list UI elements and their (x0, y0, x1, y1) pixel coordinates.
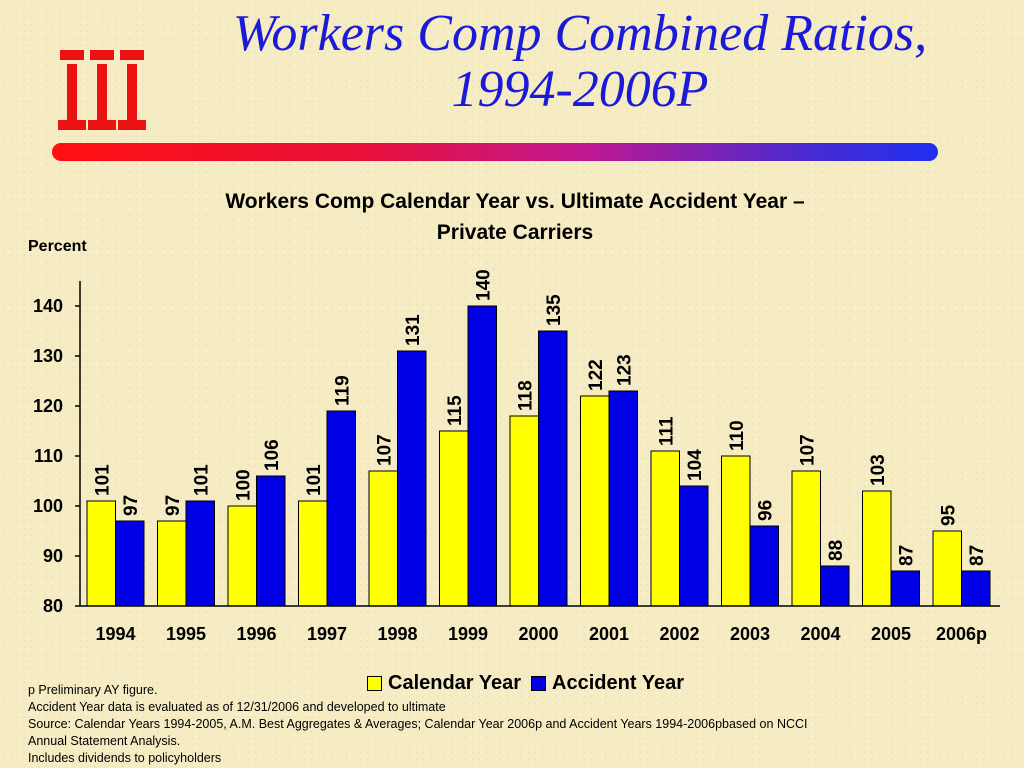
bar-calendar-year (509, 415, 539, 607)
bar-accident-year (608, 390, 638, 607)
data-label: 106 (262, 439, 283, 471)
data-label: 96 (755, 500, 776, 521)
x-tick-label: 1999 (448, 624, 488, 644)
bar-accident-year (749, 525, 779, 607)
bar-accident-year (890, 570, 920, 607)
data-label: 140 (473, 269, 494, 301)
legend-label-calendar: Calendar Year (388, 672, 522, 694)
slide-title-line2: 1994-2006P (451, 61, 709, 118)
data-label: 88 (826, 540, 847, 561)
data-label: 100 (233, 469, 254, 501)
y-tick-label: 90 (43, 546, 63, 566)
bar-calendar-year (439, 430, 469, 607)
data-label: 101 (191, 464, 212, 496)
footnotes: p Preliminary AY figure. Accident Year d… (28, 682, 808, 767)
bar-calendar-year (157, 520, 187, 607)
data-label: 115 (445, 395, 466, 426)
y-tick-label: 140 (33, 296, 63, 316)
chart-title: Workers Comp Calendar Year vs. Ultimate … (140, 186, 890, 248)
data-label: 101 (304, 464, 325, 496)
bar-accident-year (256, 475, 286, 607)
footnote: Includes dividends to policyholders (28, 751, 222, 765)
x-tick-label: 1997 (307, 624, 347, 644)
data-label: 118 (515, 380, 536, 411)
slide-title: Workers Comp Combined Ratios, 1994-2006P (150, 6, 1010, 118)
data-label: 119 (332, 375, 353, 406)
footnote: p Preliminary AY figure. (28, 683, 158, 697)
footnote: Annual Statement Analysis. (28, 734, 181, 748)
bar-calendar-year (86, 500, 116, 607)
iii-logo (58, 50, 146, 130)
legend-swatch-calendar (367, 676, 382, 691)
data-label: 111 (656, 416, 677, 446)
legend-item-accident: Accident Year (531, 672, 684, 695)
slide-title-line1: Workers Comp Combined Ratios, (232, 5, 928, 62)
bar-accident-year (397, 350, 427, 607)
data-label: 103 (868, 454, 889, 486)
data-label: 97 (163, 495, 184, 516)
data-label: 95 (938, 504, 959, 526)
x-tick-label: 1995 (166, 624, 206, 644)
y-tick-label: 110 (34, 446, 63, 466)
bar-calendar-year (721, 455, 751, 607)
data-label: 97 (121, 495, 142, 516)
x-tick-label: 1998 (377, 624, 417, 644)
data-label: 107 (374, 434, 395, 466)
y-tick-label: 120 (33, 396, 63, 416)
bar-accident-year (679, 485, 709, 607)
legend-swatch-accident (531, 676, 547, 691)
data-label: 101 (92, 464, 113, 496)
legend-label-accident: Accident Year (552, 672, 684, 694)
bar-calendar-year (368, 470, 398, 607)
data-label: 107 (797, 434, 818, 466)
x-tick-label: 2005 (871, 624, 911, 644)
data-label: 122 (586, 359, 607, 391)
data-label: 104 (685, 449, 706, 481)
bar-calendar-year (580, 395, 610, 607)
bar-accident-year (185, 500, 215, 607)
bar-calendar-year (227, 505, 257, 607)
data-label: 123 (614, 354, 635, 386)
bar-accident-year (820, 565, 850, 607)
y-tick-label: 130 (33, 346, 63, 366)
chart-title-line2: Private Carriers (436, 221, 594, 244)
footnote: Accident Year data is evaluated as of 12… (28, 700, 446, 714)
legend: Calendar Year Accident Year (367, 672, 694, 695)
bar-calendar-year (791, 470, 821, 607)
bar-calendar-year (862, 490, 892, 607)
x-tick-label: 1994 (95, 624, 135, 644)
data-label: 87 (967, 545, 988, 566)
bar-accident-year (961, 570, 991, 607)
footnote: Source: Calendar Years 1994-2005, A.M. B… (28, 717, 808, 731)
bar-calendar-year (932, 530, 962, 607)
title-divider-bar (52, 143, 938, 161)
y-axis-label: Percent (28, 238, 87, 255)
x-tick-label: 2006p (936, 624, 987, 644)
bar-calendar-year (298, 500, 328, 607)
bar-accident-year (326, 410, 356, 607)
x-tick-label: 2003 (730, 624, 770, 644)
y-tick-label: 80 (43, 596, 63, 616)
data-label: 131 (403, 314, 424, 346)
x-tick-label: 2004 (800, 624, 840, 644)
x-tick-label: 2001 (589, 624, 629, 644)
data-label: 87 (896, 545, 917, 566)
legend-item-calendar: Calendar Year (367, 672, 521, 695)
chart-title-line1: Workers Comp Calendar Year vs. Ultimate … (225, 190, 805, 213)
x-tick-label: 1996 (236, 624, 276, 644)
bar-accident-year (538, 330, 568, 607)
bar-accident-year (115, 520, 145, 607)
bar-accident-year (467, 305, 497, 607)
x-tick-label: 2002 (659, 624, 699, 644)
bar-calendar-year (650, 450, 680, 607)
y-tick-label: 100 (33, 496, 63, 516)
data-label: 135 (544, 294, 565, 326)
data-label: 110 (727, 420, 748, 451)
x-tick-label: 2000 (518, 624, 558, 644)
